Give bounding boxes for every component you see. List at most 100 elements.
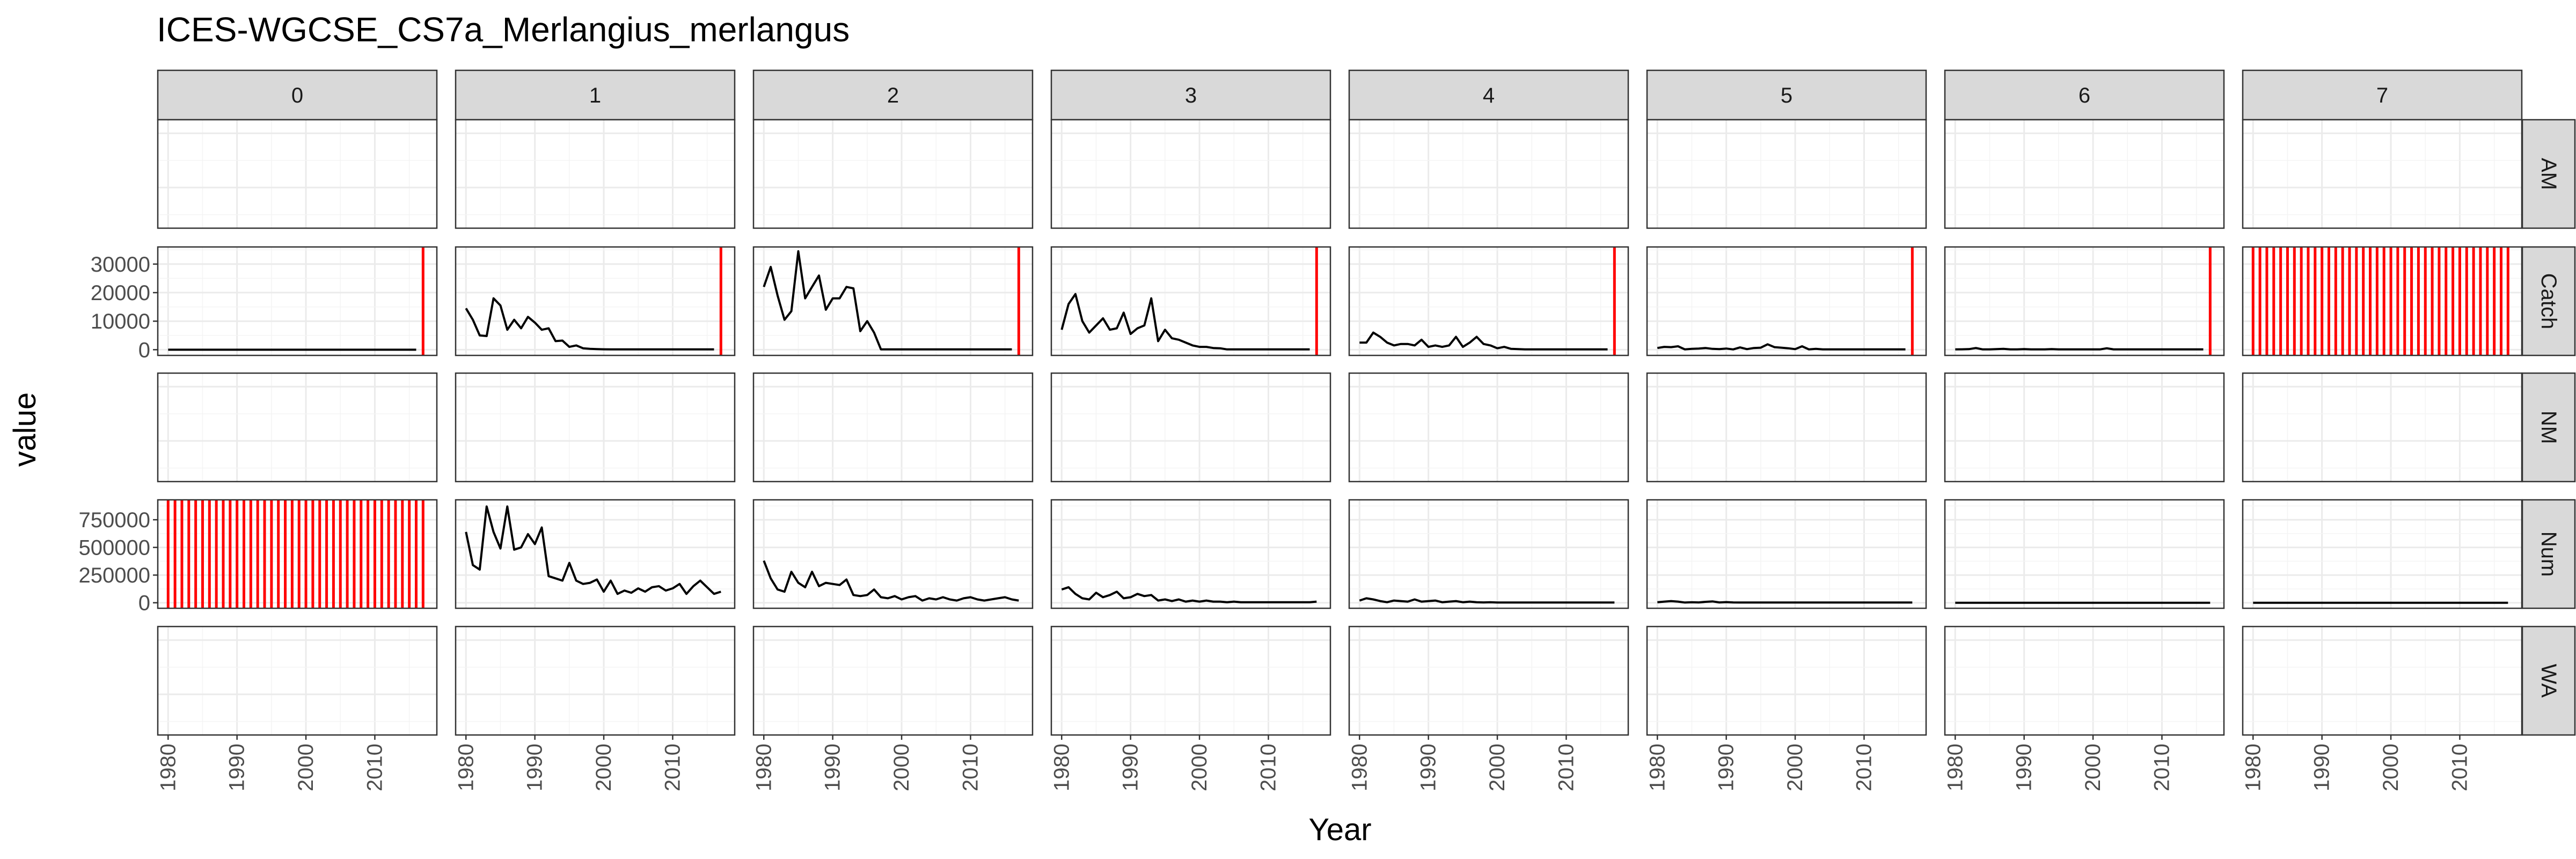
- x-tick-label: 2010: [958, 744, 982, 791]
- panel-border: [1050, 119, 1331, 229]
- panel-border: [455, 625, 736, 736]
- x-tick-label: 1980: [1943, 744, 1967, 791]
- series-line-Num-4: [1359, 597, 1615, 604]
- panel-background: [753, 500, 1033, 608]
- x-tick-label: 2000: [890, 744, 913, 791]
- panel-WA-7: [2243, 627, 2522, 735]
- panel-WA-3: [1051, 627, 1330, 735]
- panel-background: [753, 373, 1033, 482]
- panel-background: [1647, 500, 1926, 608]
- y-tick-label: 0: [138, 338, 150, 362]
- panel-background: [1945, 247, 2224, 355]
- y-axis-label: value: [8, 392, 42, 467]
- panel-background: [1647, 247, 1926, 355]
- x-tick-label: 1990: [1715, 744, 1738, 791]
- panel-border: [157, 119, 438, 229]
- panel-Catch-0: [158, 247, 437, 355]
- x-tick-label: 2010: [2150, 744, 2174, 791]
- panel-background: [1945, 120, 2224, 228]
- panel-background: [456, 627, 735, 735]
- panel-Num-3: [1051, 500, 1330, 608]
- x-tick-label: 2000: [592, 744, 616, 791]
- series-line-Num-3: [1061, 586, 1317, 603]
- x-tick-label: 2010: [363, 744, 386, 791]
- panel-border: [2242, 372, 2523, 483]
- panel-WA-1: [456, 627, 735, 735]
- panel-background: [2243, 120, 2522, 228]
- x-tick-label: 1980: [1348, 744, 1371, 791]
- panel-border: [1348, 499, 1629, 609]
- series-line-Num-5: [1657, 600, 1913, 604]
- panel-WA-2: [753, 627, 1033, 735]
- panel-NM-6: [1945, 373, 2224, 482]
- row-strip-label-Num: Num: [2537, 532, 2560, 577]
- panel-background: [1051, 627, 1330, 735]
- panel-border: [1944, 499, 2225, 609]
- column-strip-label-4: 4: [1483, 84, 1495, 107]
- row-strip-NM: [2521, 372, 2576, 483]
- panel-NM-5: [1647, 373, 1926, 482]
- facet-panels: 0 1 2 3 4 5 6 7 AM Catch NM Num WA 0 10000 20000 30000 0 2…: [79, 69, 2576, 791]
- panel-WA-6: [1945, 627, 2224, 735]
- panel-border: [157, 499, 438, 609]
- panel-border: [752, 372, 1034, 483]
- panel-border: [752, 246, 1034, 356]
- panel-background: [753, 627, 1033, 735]
- panel-background: [1349, 247, 1628, 355]
- panel-border: [1646, 625, 1927, 736]
- x-tick-label: 2000: [1188, 744, 1211, 791]
- panel-background: [753, 247, 1033, 355]
- panel-Catch-5: [1647, 247, 1926, 355]
- column-strip-0: [157, 69, 438, 121]
- panel-border: [1646, 499, 1927, 609]
- panel-Num-2: [753, 500, 1033, 608]
- x-tick-label: 2010: [661, 744, 684, 791]
- panel-background: [456, 120, 735, 228]
- panel-background: [1051, 120, 1330, 228]
- panel-background: [1945, 627, 2224, 735]
- x-tick-label: 2010: [1554, 744, 1578, 791]
- panel-border: [1348, 119, 1629, 229]
- panel-border: [1944, 119, 2225, 229]
- series-line-Catch-4: [1359, 331, 1608, 351]
- column-strip-label-1: 1: [589, 84, 601, 107]
- panel-background: [2243, 627, 2522, 735]
- panel-border: [2242, 499, 2523, 609]
- panel-NM-0: [158, 373, 437, 482]
- panel-Num-1: [456, 500, 735, 608]
- panel-border: [157, 372, 438, 483]
- panel-background: [158, 120, 437, 228]
- panel-background: [1945, 500, 2224, 608]
- panel-background: [1349, 500, 1628, 608]
- x-tick-label: 2010: [1256, 744, 1280, 791]
- panel-Catch-3: [1051, 247, 1330, 355]
- x-tick-label: 2000: [1485, 744, 1509, 791]
- panel-Catch-2: [753, 247, 1033, 355]
- panel-border: [1944, 372, 2225, 483]
- panel-AM-0: [158, 120, 437, 228]
- x-tick-label: 2010: [1852, 744, 1876, 791]
- panel-border: [1348, 625, 1629, 736]
- panel-border: [752, 119, 1034, 229]
- x-tick-label: 1990: [1119, 744, 1143, 791]
- panel-border: [1348, 246, 1629, 356]
- series-line-Catch-3: [1060, 293, 1310, 351]
- y-tick-label: 750000: [79, 508, 150, 532]
- panel-background: [753, 120, 1033, 228]
- panel-Catch-1: [456, 247, 735, 355]
- panel-border: [1050, 499, 1331, 609]
- series-line-Catch-1: [465, 297, 714, 351]
- panel-border: [1050, 372, 1331, 483]
- panel-border: [1646, 119, 1927, 229]
- x-tick-label: 1980: [454, 744, 478, 791]
- panel-border: [2242, 119, 2523, 229]
- panel-background: [1349, 373, 1628, 482]
- panel-border: [1944, 246, 2225, 356]
- panel-border: [2242, 625, 2523, 736]
- series-line-Catch-2: [763, 250, 1012, 351]
- row-strip-WA: [2521, 625, 2576, 736]
- panel-AM-5: [1647, 120, 1926, 228]
- panel-WA-0: [158, 627, 437, 735]
- x-tick-label: 1990: [2012, 744, 2036, 791]
